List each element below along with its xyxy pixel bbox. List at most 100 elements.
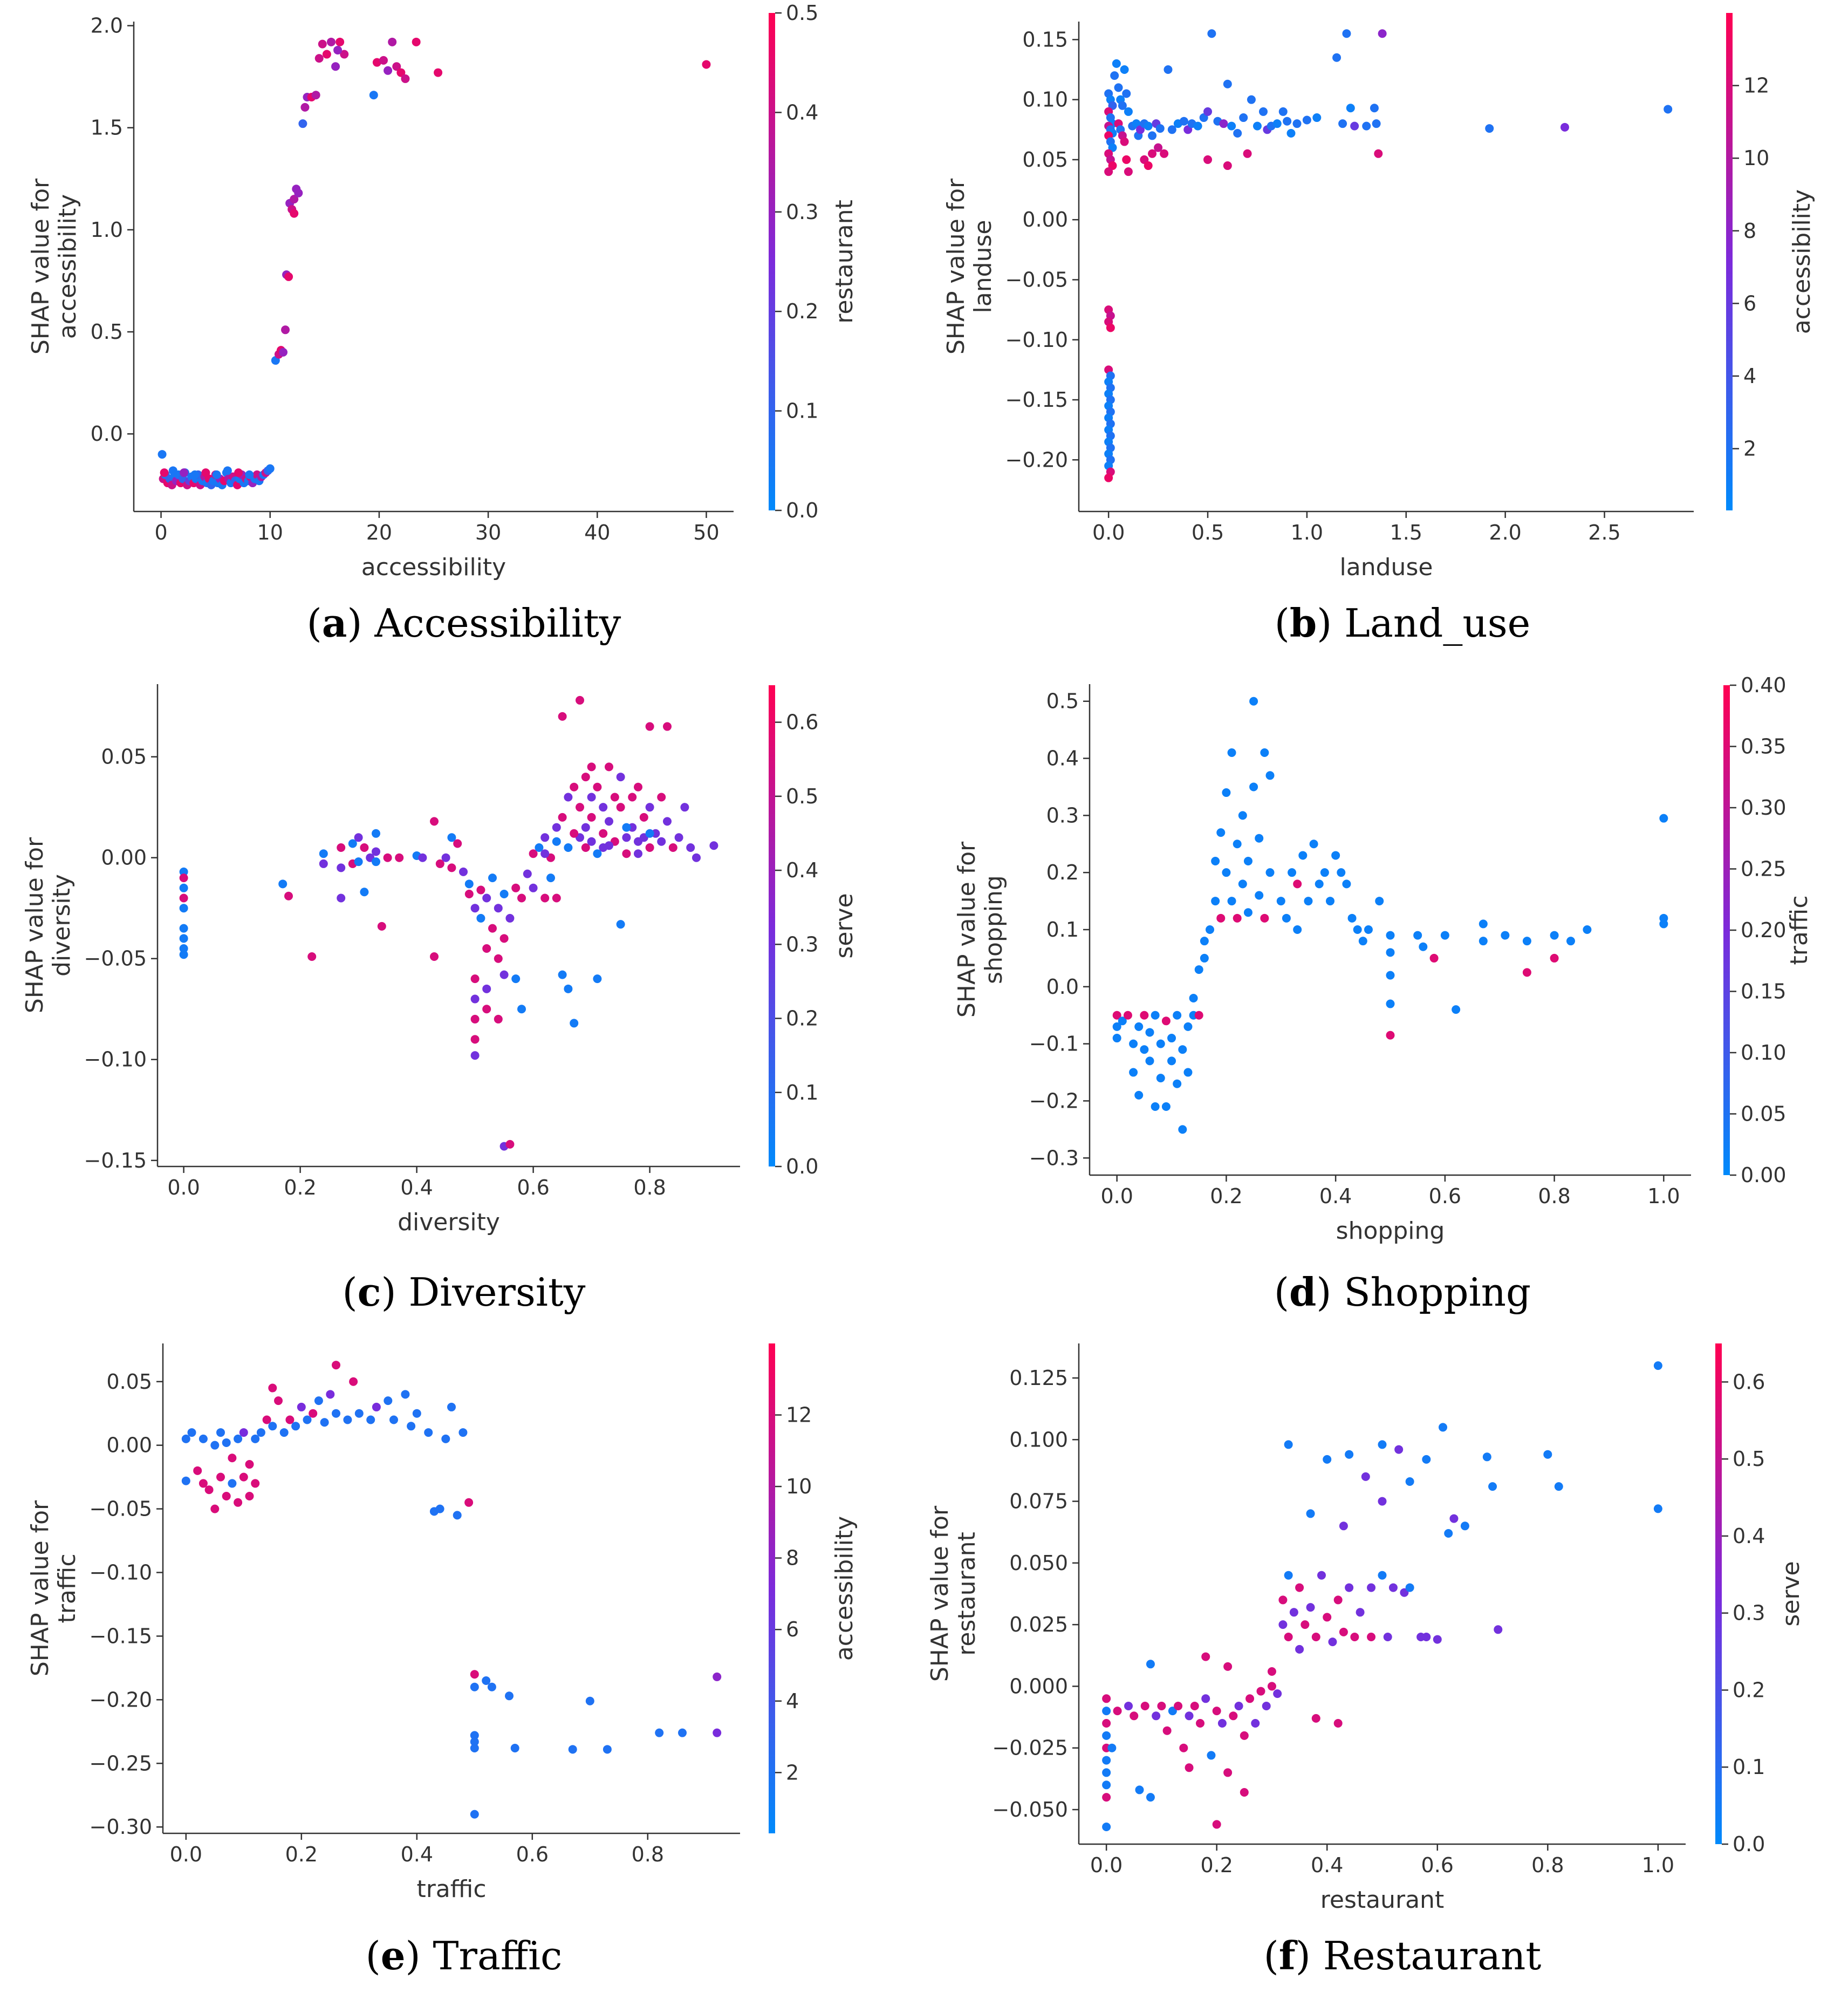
x-tick-label: 0.0: [170, 1843, 202, 1866]
y-tick-label: 1.5: [91, 116, 123, 140]
scatter-point: [1200, 937, 1209, 946]
colorbar-label: serve: [831, 893, 858, 958]
scatter-point: [1479, 919, 1488, 929]
scatter-point: [1560, 122, 1569, 132]
scatter-point: [1162, 1726, 1172, 1735]
scatter-point: [1156, 1039, 1165, 1048]
scatter-point: [585, 1696, 594, 1705]
scatter-point: [1342, 879, 1351, 889]
scatter-point: [333, 45, 343, 54]
scatter-point: [1211, 857, 1220, 866]
x-tick-label: 2.0: [1489, 521, 1521, 544]
scatter-point: [1653, 1504, 1662, 1513]
y-tick-label: 0.075: [1009, 1490, 1068, 1513]
colorbar-tick-label: 0.3: [1733, 1601, 1765, 1625]
y-tick-label: 0.125: [1009, 1366, 1068, 1390]
scatter-point: [1293, 925, 1302, 934]
scatter-point: [1583, 925, 1592, 934]
caption-close-paren: ): [381, 1270, 408, 1315]
scatter-point: [369, 91, 378, 100]
scatter-point: [179, 934, 188, 943]
scatter-point: [540, 893, 550, 903]
scatter-point: [216, 1428, 225, 1437]
y-tick-label: 0.10: [1022, 88, 1068, 112]
y-axis-label-line: SHAP value for: [953, 841, 981, 1018]
scatter-point: [1440, 931, 1449, 940]
x-tick-label: 0.4: [401, 1843, 433, 1866]
scatter-point: [1419, 942, 1428, 951]
scatter-point: [470, 1682, 479, 1691]
scatter-point: [1367, 1583, 1376, 1592]
scatter-point: [1245, 1694, 1255, 1703]
scatter-point: [1522, 968, 1531, 977]
scatter-point: [1219, 119, 1228, 128]
scatter-point: [1288, 868, 1297, 877]
scatter-point: [581, 773, 590, 782]
y-axis-label: SHAP value fordiversity: [21, 837, 76, 1013]
x-tick-label: 1.0: [1291, 521, 1323, 544]
scatter-point: [245, 470, 254, 479]
scatter-point: [322, 50, 331, 59]
scatter-point: [535, 843, 544, 852]
caption-letter: e: [381, 1933, 406, 1978]
scatter-point: [1422, 1455, 1431, 1464]
scatter-point: [1501, 931, 1510, 940]
scatter-point: [1110, 71, 1119, 80]
scatter-point: [179, 883, 188, 892]
scatter-point: [1278, 1620, 1288, 1629]
scatter-point: [216, 1472, 225, 1482]
scatter-point: [1227, 897, 1236, 906]
chart-panel-a: 0 10 20 30 40 500.00.51.01.52.0accessibilityS…: [27, 1, 858, 646]
scatter-point: [1190, 1702, 1199, 1710]
scatter-point: [1370, 104, 1379, 113]
scatter-point: [1135, 1785, 1144, 1795]
scatter-point: [1223, 1768, 1233, 1777]
scatter-point: [1102, 1731, 1111, 1740]
scatter-point: [407, 1422, 416, 1431]
scatter-point: [1239, 113, 1248, 122]
scatter-point: [1339, 1627, 1348, 1636]
colorbar: [1723, 685, 1730, 1175]
scatter-point: [1161, 1102, 1171, 1111]
colorbar-tick-label: 0.6: [1733, 1370, 1765, 1394]
scatter-point: [1295, 1645, 1304, 1654]
scatter-point: [1301, 1620, 1310, 1629]
scatter-point: [179, 867, 188, 876]
scatter-point: [430, 952, 439, 961]
scatter-point: [568, 1745, 577, 1754]
scatter-point: [396, 68, 406, 77]
scatter-point: [1292, 119, 1302, 128]
y-axis-label-line: shopping: [980, 875, 1008, 984]
scatter-point: [1488, 1482, 1497, 1491]
y-tick-label: 2.0: [91, 14, 123, 38]
caption-open-paren: (: [1274, 1270, 1289, 1315]
scatter-point: [1217, 1719, 1227, 1728]
caption-title: Traffic: [433, 1933, 563, 1978]
caption-close-paren: ): [347, 601, 374, 646]
scatter-point: [1449, 1514, 1459, 1523]
scatter-point: [494, 954, 503, 963]
scatter-point: [1326, 897, 1334, 906]
scatter-point: [1543, 1450, 1552, 1459]
scatter-point: [464, 890, 474, 899]
scatter-point: [1129, 1068, 1138, 1077]
scatter-point: [1216, 913, 1226, 923]
y-axis-label-line: SHAP value for: [942, 178, 970, 354]
scatter-point: [372, 58, 381, 67]
scatter-point: [1282, 913, 1291, 923]
caption-letter: c: [358, 1269, 381, 1315]
scatter-point: [1333, 1719, 1343, 1728]
scatter-point: [511, 974, 521, 984]
x-axis-label: diversity: [398, 1209, 500, 1236]
scatter-point: [1229, 1711, 1238, 1721]
scatter-point: [190, 470, 200, 479]
scatter-point: [268, 1383, 277, 1393]
colorbar-tick-label: 8: [786, 1546, 799, 1570]
scatter-point: [1255, 834, 1264, 843]
scatter-point: [326, 1390, 335, 1399]
scatter-point: [1332, 53, 1341, 62]
scatter-point: [1298, 851, 1308, 860]
scatter-point: [587, 813, 596, 822]
y-tick-label: −0.025: [992, 1736, 1068, 1760]
scatter-point: [360, 888, 369, 897]
